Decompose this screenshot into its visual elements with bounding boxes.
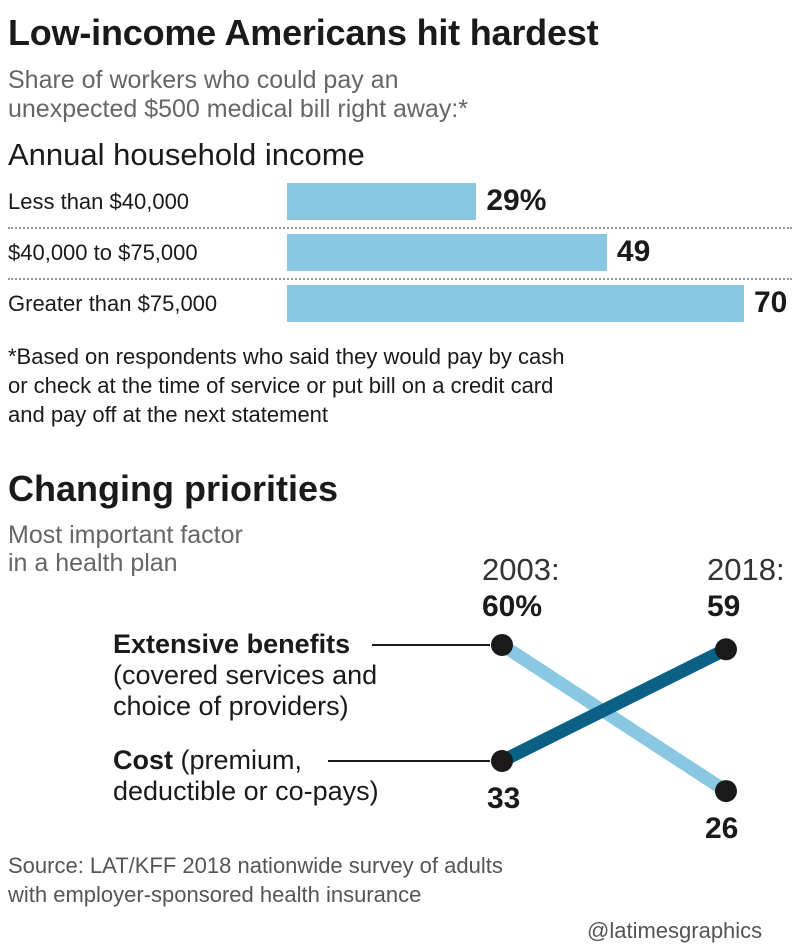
- cost-2003-point: [491, 750, 513, 772]
- chart-subtitle-line-1: Share of workers who could pay an: [8, 66, 399, 94]
- bar-greater-than-75k: [287, 285, 744, 322]
- income-section-heading: Annual household income: [8, 137, 365, 172]
- bar-category-label-2: $40,000 to $75,000: [8, 240, 198, 265]
- bar-category-label-1: Less than $40,000: [8, 189, 190, 214]
- footnote-line-1: *Based on respondents who said they woul…: [8, 344, 565, 369]
- cost-legend-bold: Cost: [113, 745, 173, 775]
- benefits-2018-value: 26: [705, 812, 739, 845]
- footnote-line-3: and pay off at the next statement: [8, 402, 329, 427]
- benefits-2003-point: [491, 634, 513, 656]
- benefits-legend-name: Extensive benefits: [113, 629, 350, 660]
- chart-subtitle-line-2: unexpected $500 medical bill right away:…: [8, 95, 468, 123]
- cost-legend-detail-2: deductible or co-pays): [113, 776, 379, 806]
- footnote-line-2: or check at the time of service or put b…: [8, 373, 554, 398]
- priorities-subtitle-line-2: in a health plan: [8, 549, 178, 577]
- cost-2018-point: [715, 638, 737, 661]
- benefits-2018-point: [715, 780, 737, 803]
- year-label-2018: 2018:: [707, 552, 785, 587]
- row-divider-1: [8, 227, 792, 229]
- cost-series-line: [495, 642, 733, 768]
- cost-legend-name: Cost (premium,: [113, 745, 302, 776]
- credit-text: @latimesgraphics: [587, 918, 763, 943]
- benefits-legend-detail-2: choice of providers): [113, 691, 349, 721]
- chart-title: Low-income Americans hit hardest: [8, 12, 599, 53]
- year-label-2003: 2003:: [482, 552, 560, 587]
- bar-value-label-3: 70: [754, 286, 788, 319]
- cost-2018-value: 59: [707, 590, 741, 623]
- benefits-legend-bold: Extensive benefits: [113, 629, 351, 659]
- bar-40k-to-75k: [287, 234, 607, 271]
- bar-less-than-40k: [287, 183, 477, 220]
- source-line-1: Source: LAT/KFF 2018 nationwide survey o…: [8, 853, 503, 878]
- benefits-2003-value: 60%: [482, 590, 543, 623]
- benefits-series-line: [495, 638, 733, 798]
- priorities-section-title: Changing priorities: [8, 468, 339, 509]
- bar-category-label-3: Greater than $75,000: [8, 291, 218, 316]
- bar-value-label-1: 29%: [486, 184, 547, 217]
- cost-legend-detail-1: (premium,: [180, 745, 303, 775]
- row-divider-2: [8, 278, 792, 280]
- priorities-subtitle-line-1: Most important factor: [8, 521, 243, 549]
- cost-2003-value: 33: [487, 782, 521, 815]
- source-line-2: with employer-sponsored health insurance: [8, 882, 422, 907]
- benefits-legend-detail-1: (covered services and: [113, 660, 378, 690]
- bar-value-label-2: 49: [616, 235, 651, 268]
